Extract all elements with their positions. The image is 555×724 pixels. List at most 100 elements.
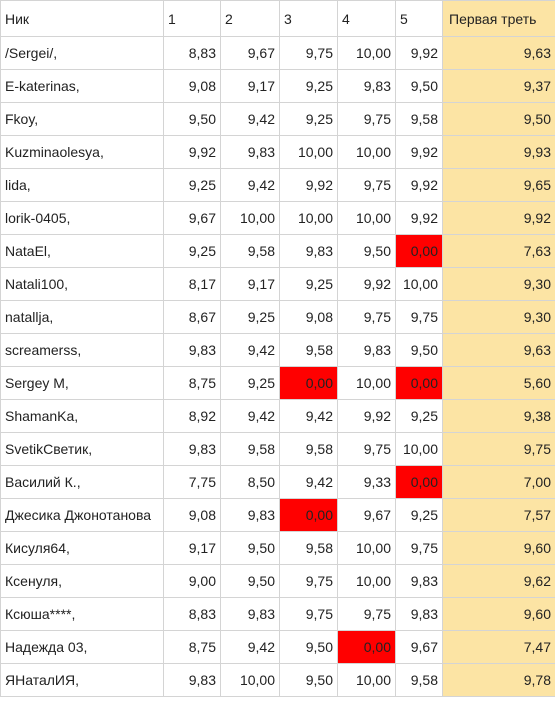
cell-score-3[interactable]: 0,00 [279,366,338,400]
cell-nick[interactable]: lorik-0405, [0,201,164,235]
cell-score-5[interactable]: 9,92 [395,36,443,70]
cell-score-2[interactable]: 9,83 [220,498,280,532]
cell-score-1[interactable]: 9,25 [163,234,221,268]
cell-score-2[interactable]: 9,67 [220,36,280,70]
cell-score-4[interactable]: 9,75 [337,432,396,466]
cell-nick[interactable]: SvetikСветик, [0,432,164,466]
cell-score-4[interactable]: 9,33 [337,465,396,499]
header-total[interactable]: Первая треть [442,0,555,37]
cell-nick[interactable]: Василий К., [0,465,164,499]
cell-score-2[interactable]: 10,00 [220,663,280,697]
header-col-2[interactable]: 2 [220,0,280,37]
cell-score-4[interactable]: 9,67 [337,498,396,532]
cell-score-2[interactable]: 9,42 [220,102,280,136]
cell-nick[interactable]: Ксенуля, [0,564,164,598]
cell-score-4[interactable]: 10,00 [337,531,396,565]
cell-total[interactable]: 9,92 [442,201,555,235]
cell-total[interactable]: 7,47 [442,630,555,664]
cell-score-2[interactable]: 9,42 [220,399,280,433]
cell-score-2[interactable]: 9,42 [220,630,280,664]
cell-score-3[interactable]: 10,00 [279,135,338,169]
cell-total[interactable]: 9,60 [442,597,555,631]
cell-score-2[interactable]: 9,17 [220,267,280,301]
cell-score-4[interactable]: 10,00 [337,663,396,697]
cell-score-2[interactable]: 9,25 [220,300,280,334]
cell-score-3[interactable]: 9,50 [279,630,338,664]
cell-score-5[interactable]: 9,75 [395,300,443,334]
cell-score-4[interactable]: 9,83 [337,69,396,103]
cell-nick[interactable]: lida, [0,168,164,202]
cell-score-1[interactable]: 8,83 [163,36,221,70]
header-col-5[interactable]: 5 [395,0,443,37]
cell-nick[interactable]: Sergey M, [0,366,164,400]
cell-score-4[interactable]: 9,75 [337,102,396,136]
cell-score-5[interactable]: 10,00 [395,267,443,301]
cell-total[interactable]: 9,62 [442,564,555,598]
cell-score-1[interactable]: 9,83 [163,663,221,697]
cell-score-2[interactable]: 9,42 [220,333,280,367]
cell-score-1[interactable]: 8,17 [163,267,221,301]
cell-score-5[interactable]: 9,75 [395,531,443,565]
cell-score-5[interactable]: 9,92 [395,168,443,202]
header-col-4[interactable]: 4 [337,0,396,37]
cell-total[interactable]: 5,60 [442,366,555,400]
cell-score-5[interactable]: 9,67 [395,630,443,664]
cell-score-1[interactable]: 9,08 [163,498,221,532]
cell-nick[interactable]: Natali100, [0,267,164,301]
header-col-1[interactable]: 1 [163,0,221,37]
cell-score-5[interactable]: 9,83 [395,564,443,598]
cell-total[interactable]: 9,30 [442,300,555,334]
cell-score-3[interactable]: 9,58 [279,333,338,367]
cell-score-2[interactable]: 9,58 [220,432,280,466]
cell-score-5[interactable]: 9,58 [395,102,443,136]
cell-total[interactable]: 9,75 [442,432,555,466]
cell-nick[interactable]: ShamanKa, [0,399,164,433]
cell-nick[interactable]: /Sergei/, [0,36,164,70]
cell-score-3[interactable]: 9,50 [279,663,338,697]
cell-nick[interactable]: ЯНаталИЯ, [0,663,164,697]
cell-score-4[interactable]: 10,00 [337,366,396,400]
cell-score-3[interactable]: 9,92 [279,168,338,202]
cell-score-4[interactable]: 9,75 [337,300,396,334]
cell-score-5[interactable]: 0,00 [395,234,443,268]
cell-score-5[interactable]: 0,00 [395,465,443,499]
cell-score-2[interactable]: 8,50 [220,465,280,499]
cell-nick[interactable]: NataEl, [0,234,164,268]
cell-total[interactable]: 9,93 [442,135,555,169]
cell-score-2[interactable]: 9,42 [220,168,280,202]
cell-score-2[interactable]: 9,50 [220,564,280,598]
cell-score-5[interactable]: 9,92 [395,135,443,169]
cell-total[interactable]: 7,00 [442,465,555,499]
cell-score-5[interactable]: 10,00 [395,432,443,466]
cell-score-4[interactable]: 10,00 [337,36,396,70]
cell-score-1[interactable]: 8,75 [163,366,221,400]
cell-score-1[interactable]: 9,83 [163,432,221,466]
cell-total[interactable]: 7,63 [442,234,555,268]
cell-score-1[interactable]: 9,50 [163,102,221,136]
cell-score-1[interactable]: 9,92 [163,135,221,169]
cell-score-5[interactable]: 9,25 [395,498,443,532]
cell-score-4[interactable]: 9,75 [337,168,396,202]
cell-total[interactable]: 9,50 [442,102,555,136]
cell-score-3[interactable]: 9,83 [279,234,338,268]
cell-score-4[interactable]: 9,50 [337,234,396,268]
cell-score-1[interactable]: 9,67 [163,201,221,235]
cell-score-3[interactable]: 9,42 [279,399,338,433]
cell-nick[interactable]: E-katerinas, [0,69,164,103]
cell-score-3[interactable]: 9,58 [279,531,338,565]
cell-nick[interactable]: screamerss, [0,333,164,367]
cell-score-2[interactable]: 10,00 [220,201,280,235]
cell-nick[interactable]: Кисуля64, [0,531,164,565]
cell-score-1[interactable]: 8,83 [163,597,221,631]
cell-score-3[interactable]: 9,75 [279,597,338,631]
cell-score-1[interactable]: 9,83 [163,333,221,367]
cell-score-4[interactable]: 10,00 [337,564,396,598]
cell-score-3[interactable]: 9,75 [279,36,338,70]
cell-total[interactable]: 9,60 [442,531,555,565]
cell-score-3[interactable]: 0,00 [279,498,338,532]
cell-score-5[interactable]: 9,25 [395,399,443,433]
cell-score-1[interactable]: 7,75 [163,465,221,499]
cell-score-2[interactable]: 9,17 [220,69,280,103]
cell-score-1[interactable]: 8,67 [163,300,221,334]
cell-score-1[interactable]: 9,25 [163,168,221,202]
